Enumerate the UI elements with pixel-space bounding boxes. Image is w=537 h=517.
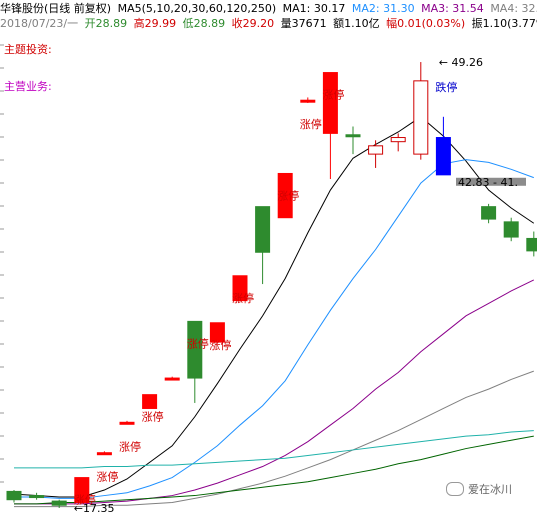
candle-body bbox=[503, 221, 519, 238]
candle-note: 涨停 bbox=[187, 336, 209, 350]
ma3-value: MA3: 31.54 bbox=[421, 2, 484, 15]
candle-body bbox=[142, 394, 158, 409]
theme-invest-label: 主题投资: bbox=[4, 43, 52, 56]
candle-note: 涨停 bbox=[277, 188, 299, 202]
amplitude-value: 振1.10(3.77%) bbox=[471, 17, 537, 30]
ma-line-ma4 bbox=[14, 370, 534, 508]
candle-body bbox=[300, 99, 316, 103]
candle-body bbox=[6, 490, 22, 501]
candle-body bbox=[526, 237, 537, 252]
close-value: 收29.20 bbox=[231, 17, 275, 30]
low-marker-label: ←17.35 bbox=[74, 502, 115, 515]
candle-body bbox=[255, 206, 271, 253]
main-business-label: 主营业务: bbox=[4, 80, 52, 93]
candle-note: 42.83 - 41. bbox=[458, 176, 518, 189]
gray-band bbox=[456, 177, 526, 186]
candle-note: 涨停 bbox=[209, 338, 231, 352]
candle-body bbox=[322, 72, 338, 134]
low-value: 低28.89 bbox=[182, 17, 226, 30]
stock-title: 华锋股份(日线 前复权) bbox=[0, 2, 112, 15]
candle-note: 跌停 bbox=[435, 80, 457, 94]
candle-body bbox=[209, 322, 225, 343]
volume-value: 量37671 bbox=[280, 17, 327, 30]
candle-body bbox=[119, 421, 135, 425]
ma-line-ma1 bbox=[13, 116, 535, 498]
candle-body bbox=[413, 80, 429, 155]
candle-body bbox=[29, 495, 45, 499]
watermark-text: 爱在冰川 bbox=[468, 483, 512, 496]
high-marker-label: ← 49.26 bbox=[439, 56, 483, 69]
date-value: 2018/07/23/一 bbox=[0, 17, 79, 30]
open-value: 开28.89 bbox=[84, 17, 128, 30]
candle-note: 涨停 bbox=[96, 470, 118, 484]
candle-note: 涨停 bbox=[322, 88, 344, 102]
candle-body bbox=[481, 206, 497, 220]
ma1-value: MA1: 30.17 bbox=[282, 2, 346, 15]
candle-note: 涨停 bbox=[119, 439, 141, 453]
candle-body bbox=[51, 500, 67, 506]
ma-line-ma2 bbox=[14, 159, 534, 499]
candle-body bbox=[345, 134, 361, 138]
watermark: 爱在冰川 bbox=[446, 481, 512, 497]
candle-body bbox=[368, 145, 384, 155]
ma-line-ma6 bbox=[14, 435, 534, 505]
ma4-value: MA4: 32.3 bbox=[490, 2, 537, 15]
ma2-value: MA2: 31.30 bbox=[351, 2, 415, 15]
ma-params: MA5(5,10,20,30,60,120,250) bbox=[117, 2, 277, 15]
high-value: 高29.99 bbox=[133, 17, 177, 30]
wechat-icon bbox=[446, 482, 464, 496]
candle-note: 涨停 bbox=[142, 410, 164, 424]
candle-note: 涨停 bbox=[232, 291, 254, 305]
ma-line-ma3 bbox=[14, 279, 535, 505]
candle-body bbox=[435, 137, 451, 176]
amount-value: 额1.10亿 bbox=[333, 17, 380, 30]
change-value: 幅0.01(0.03%) bbox=[386, 17, 466, 30]
header-row-2: 2018/07/23/一 开28.89 高29.99 低28.89 收29.20… bbox=[0, 17, 537, 31]
candle-body bbox=[187, 320, 203, 379]
candle-body bbox=[390, 137, 406, 143]
candle-body bbox=[96, 452, 112, 456]
ma-line-ma5 bbox=[14, 430, 534, 469]
candle-body bbox=[232, 275, 248, 302]
header-row-1: 华锋股份(日线 前复权) MA5(5,10,20,30,60,120,250) … bbox=[0, 2, 537, 16]
candle-note: 涨停 bbox=[300, 117, 322, 131]
candle-body bbox=[74, 477, 90, 503]
candle-body bbox=[277, 172, 293, 219]
candle-note: 涨停 bbox=[74, 493, 96, 507]
candle-body bbox=[164, 377, 180, 381]
